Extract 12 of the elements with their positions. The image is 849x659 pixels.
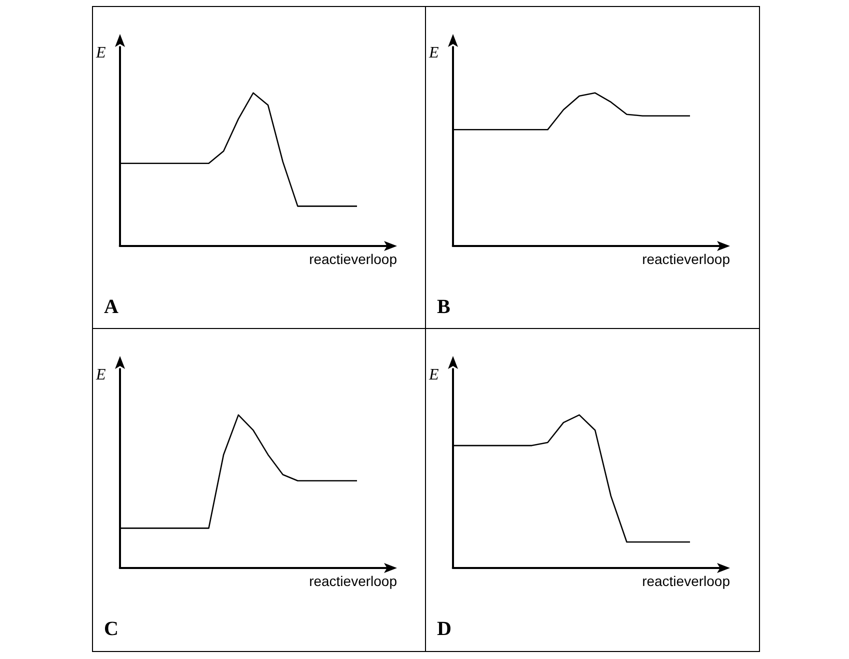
y-axis-title: E: [428, 44, 439, 62]
text: C: [104, 618, 118, 640]
x-axis-title: reactieverloop: [642, 573, 730, 589]
y-axis-title: E: [94, 366, 106, 384]
text: A: [104, 296, 119, 318]
y-axis-title: E: [94, 44, 106, 62]
text: B: [437, 296, 450, 318]
x-axis-title: reactieverloop: [309, 573, 398, 589]
text: D: [437, 618, 452, 640]
y-axis-title: E: [428, 366, 439, 384]
x-axis-title: reactieverloop: [309, 251, 398, 267]
x-axis-title: reactieverloop: [642, 251, 730, 267]
